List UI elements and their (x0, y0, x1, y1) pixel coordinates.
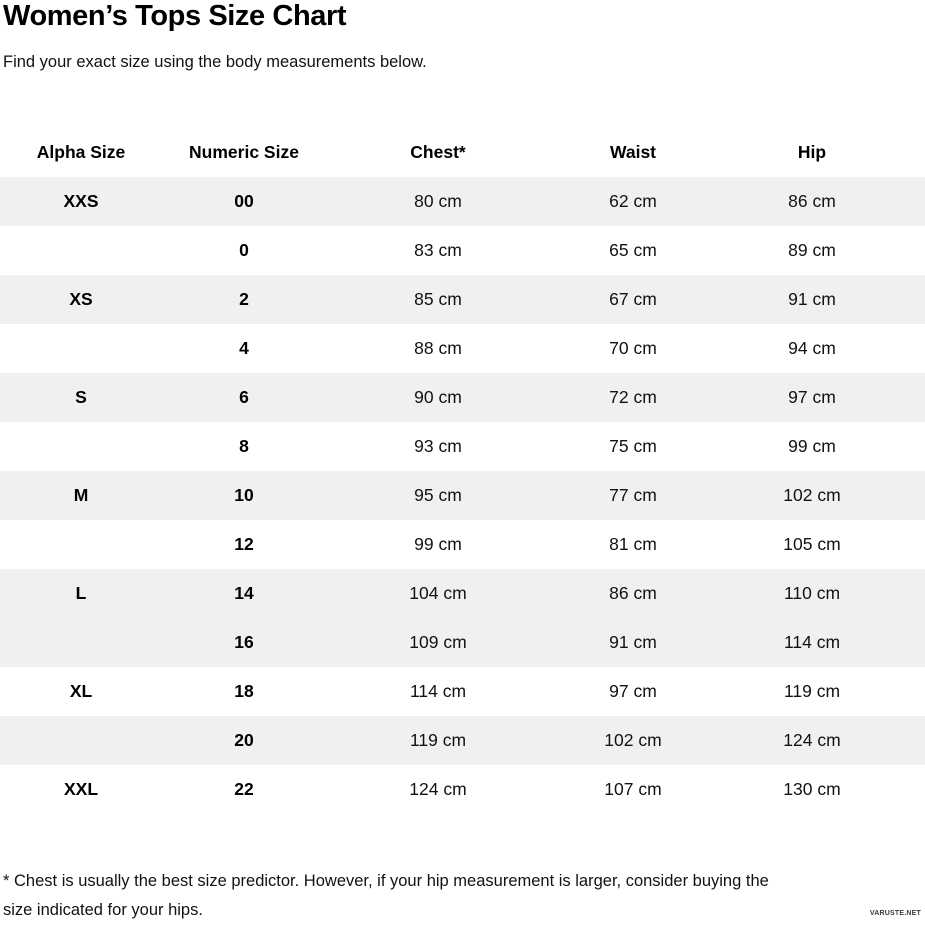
alpha-size-cell: XL (69, 681, 93, 701)
column-header-alpha-size: Alpha Size (36, 141, 126, 162)
waist-cell: 97 cm (609, 681, 657, 701)
table-row: XXS 00 80 cm 62 cm 86 cm (0, 177, 925, 226)
table-row: 12 99 cm 81 cm 105 cm (0, 520, 925, 569)
numeric-size-cell: 16 (234, 632, 254, 652)
numeric-size-cell: 0 (239, 240, 249, 260)
page-subtitle: Find your exact size using the body meas… (3, 53, 427, 71)
chest-cell: 124 cm (409, 779, 467, 799)
alpha-size-cell: XXS (63, 191, 99, 211)
table-row: 20 119 cm 102 cm 124 cm (0, 716, 925, 765)
table-row: XS 2 85 cm 67 cm 91 cm (0, 275, 925, 324)
footnote-line-2: size indicated for your hips. (3, 901, 203, 919)
numeric-size-cell: 18 (234, 681, 254, 701)
numeric-size-cell: 8 (239, 436, 249, 456)
hip-cell: 91 cm (788, 289, 836, 309)
table-row: XXL 22 124 cm 107 cm 130 cm (0, 765, 925, 814)
table-header: Alpha Size Numeric Size Chest* Waist Hip (0, 127, 925, 177)
alpha-size-cell (0, 716, 162, 765)
numeric-size-cell: 14 (234, 583, 254, 603)
table-row: 0 83 cm 65 cm 89 cm (0, 226, 925, 275)
header-row: Alpha Size Numeric Size Chest* Waist Hip (0, 127, 925, 177)
alpha-size-cell: M (73, 485, 89, 505)
alpha-size-cell (0, 520, 162, 569)
table-row: 4 88 cm 70 cm 94 cm (0, 324, 925, 373)
table-row: 8 93 cm 75 cm 99 cm (0, 422, 925, 471)
alpha-size-cell (0, 324, 162, 373)
hip-cell: 105 cm (783, 534, 841, 554)
chest-cell: 104 cm (409, 583, 467, 603)
chest-cell: 93 cm (414, 436, 462, 456)
hip-cell: 99 cm (788, 436, 836, 456)
alpha-size-cell: XXL (63, 779, 99, 799)
chest-cell: 88 cm (414, 338, 462, 358)
numeric-size-cell: 2 (239, 289, 249, 309)
chest-footnote: * Chest is usually the best size predict… (0, 867, 925, 925)
waist-cell: 70 cm (609, 338, 657, 358)
alpha-size-cell (0, 618, 162, 667)
numeric-size-cell: 22 (234, 779, 254, 799)
alpha-size-cell: XS (69, 289, 93, 309)
hip-cell: 114 cm (783, 632, 841, 652)
numeric-size-cell: 10 (234, 485, 254, 505)
alpha-size-cell (0, 226, 162, 275)
waist-cell: 107 cm (604, 779, 662, 799)
chest-cell: 99 cm (414, 534, 462, 554)
table-row: M 10 95 cm 77 cm 102 cm (0, 471, 925, 520)
column-header-waist: Waist (609, 141, 657, 162)
chest-cell: 114 cm (409, 681, 467, 701)
waist-cell: 75 cm (609, 436, 657, 456)
numeric-size-cell: 20 (234, 730, 254, 750)
hip-cell: 94 cm (788, 338, 836, 358)
page-title: Women’s Tops Size Chart (3, 0, 347, 32)
numeric-size-cell: 12 (234, 534, 254, 554)
table-row: 16 109 cm 91 cm 114 cm (0, 618, 925, 667)
watermark: VARUSTE.NET (869, 910, 921, 917)
table-body: XXS 00 80 cm 62 cm 86 cm 0 83 cm 65 cm 89 cm XS 2 8… (0, 177, 925, 814)
numeric-size-cell: 00 (234, 191, 254, 211)
column-header-chest: Chest* (410, 141, 466, 162)
waist-cell: 62 cm (609, 191, 657, 211)
waist-cell: 65 cm (609, 240, 657, 260)
waist-cell: 77 cm (609, 485, 657, 505)
alpha-size-cell (0, 422, 162, 471)
chest-cell: 90 cm (414, 387, 462, 407)
hip-cell: 110 cm (783, 583, 841, 603)
column-header-numeric-size: Numeric Size (189, 141, 299, 162)
hip-cell: 102 cm (783, 485, 841, 505)
alpha-size-cell: L (75, 583, 87, 603)
table-row: L 14 104 cm 86 cm 110 cm (0, 569, 925, 618)
chest-cell: 109 cm (409, 632, 467, 652)
hip-cell: 124 cm (783, 730, 841, 750)
chest-cell: 83 cm (414, 240, 462, 260)
waist-cell: 67 cm (609, 289, 657, 309)
chest-cell: 85 cm (414, 289, 462, 309)
alpha-size-cell: S (75, 387, 87, 407)
chest-cell: 80 cm (414, 191, 462, 211)
size-chart-table: Alpha Size Numeric Size Chest* Waist Hip… (0, 127, 925, 814)
footnote-line-1: * Chest is usually the best size predict… (3, 872, 769, 890)
hip-cell: 86 cm (788, 191, 836, 211)
chest-cell: 119 cm (409, 730, 467, 750)
hip-cell: 119 cm (783, 681, 841, 701)
table-row: S 6 90 cm 72 cm 97 cm (0, 373, 925, 422)
column-header-hip: Hip (797, 141, 827, 162)
waist-cell: 91 cm (609, 632, 657, 652)
table-row: XL 18 114 cm 97 cm 119 cm (0, 667, 925, 716)
waist-cell: 72 cm (609, 387, 657, 407)
numeric-size-cell: 6 (239, 387, 249, 407)
hip-cell: 130 cm (783, 779, 841, 799)
chest-cell: 95 cm (414, 485, 462, 505)
hip-cell: 97 cm (788, 387, 836, 407)
waist-cell: 102 cm (604, 730, 662, 750)
hip-cell: 89 cm (788, 240, 836, 260)
waist-cell: 81 cm (609, 534, 657, 554)
waist-cell: 86 cm (609, 583, 657, 603)
numeric-size-cell: 4 (239, 338, 249, 358)
